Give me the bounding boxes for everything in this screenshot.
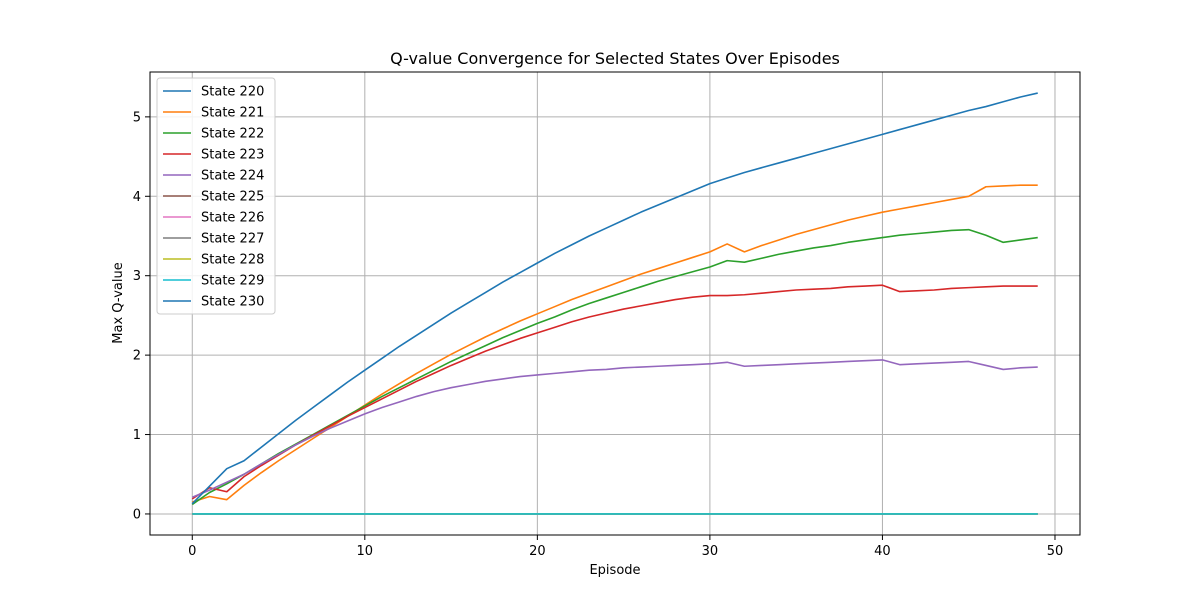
legend-label: State 225 <box>201 190 264 205</box>
y-tick-label: 2 <box>133 349 141 364</box>
legend-label: State 222 <box>201 127 264 142</box>
y-tick-label: 4 <box>133 190 141 205</box>
y-axis-label: Max Q-value <box>111 262 126 343</box>
x-tick-label: 30 <box>702 544 719 559</box>
legend-label: State 229 <box>201 274 264 289</box>
x-axis-label: Episode <box>589 563 640 578</box>
legend-label: State 226 <box>201 211 264 226</box>
axis-ticks: 0 10 20 30 40 50 0 1 2 3 4 5 <box>133 110 1064 559</box>
series-line-state-230 <box>191 92 1038 505</box>
y-tick-label: 3 <box>133 269 141 284</box>
legend-box <box>156 77 276 315</box>
series-lines <box>191 92 1038 515</box>
series-line-state-224 <box>191 359 1038 499</box>
legend-label: State 230 <box>201 295 264 310</box>
y-tick-label: 0 <box>133 507 141 522</box>
x-tick-label: 50 <box>1047 544 1064 559</box>
x-tick-label: 0 <box>188 544 196 559</box>
legend-label: State 223 <box>201 148 264 163</box>
legend-label: State 220 <box>201 85 264 100</box>
legend-label: State 227 <box>201 232 264 247</box>
legend-label: State 228 <box>201 253 264 268</box>
x-tick-label: 10 <box>357 544 374 559</box>
legend-label: State 224 <box>201 169 264 184</box>
x-tick-label: 20 <box>529 544 546 559</box>
plot-frame <box>149 71 1081 536</box>
series-line-state-223 <box>191 284 1038 500</box>
y-tick-label: 5 <box>133 110 141 125</box>
y-tick-label: 1 <box>133 428 141 443</box>
legend: State 220 State 221 State 222 State 223 Stat… <box>156 77 276 315</box>
chart-title: Q-value Convergence for Selected States … <box>390 49 840 68</box>
legend-label: State 221 <box>201 106 264 121</box>
series-line-state-221 <box>192 184 1038 503</box>
x-tick-label: 40 <box>874 544 891 559</box>
